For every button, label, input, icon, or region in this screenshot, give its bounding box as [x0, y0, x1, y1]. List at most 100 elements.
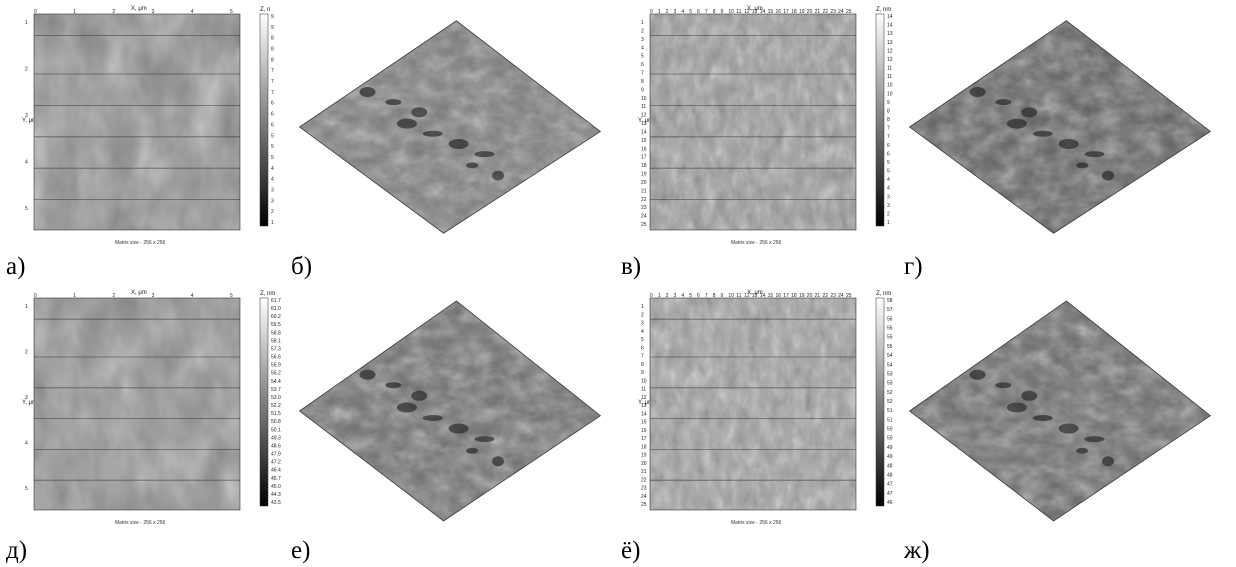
y-tick-label: 2 — [641, 28, 644, 34]
x-tick-label: 0 — [34, 293, 37, 299]
colorbar-tick-label: 48 — [887, 472, 893, 478]
map-frame — [649, 13, 857, 231]
afm-3d-svg — [298, 300, 602, 522]
surface-pit — [1032, 415, 1053, 422]
afm-3d-panel-g — [900, 14, 1220, 240]
colorbar-tick-label: 51.5 — [271, 411, 281, 417]
colorbar-tick-label: 51 — [887, 408, 893, 414]
y-tick-label: 15 — [641, 420, 647, 426]
afm-texture — [650, 14, 856, 230]
colorbar-tick-label: 8 — [271, 57, 274, 63]
colorbar-tick-label: 56 — [887, 326, 893, 332]
surface-outline — [298, 300, 602, 522]
panel-label-e: е) — [291, 537, 311, 564]
colorbar-tick-label: 7 — [271, 79, 274, 85]
y-tick-label: 1 — [641, 20, 644, 26]
surface-pit — [1165, 78, 1182, 85]
x-tick-label: 4 — [681, 9, 684, 15]
y-tick-label: 6 — [641, 62, 644, 68]
colorbar-tick-label: 52 — [887, 399, 893, 405]
colorbar-tick-label: 13 — [887, 40, 893, 46]
colorbar-tick-label: 53 — [887, 381, 893, 387]
colorbar-tick-label: 55.2 — [271, 371, 281, 377]
surface-pit — [396, 118, 417, 129]
afm-texture — [34, 298, 240, 510]
x-tick-label: 1 — [73, 9, 76, 15]
x-tick-label: 15 — [768, 293, 774, 299]
y-tick-label: 4 — [25, 159, 28, 165]
colorbar-tick-label: 1 — [271, 220, 274, 226]
surface-pit — [466, 162, 479, 169]
x-tick-label: 23 — [830, 9, 836, 15]
surface-pit — [555, 78, 572, 85]
surface-pit — [1153, 190, 1166, 201]
colorbar-tick-label: 13 — [887, 31, 893, 37]
y-tick-label: 18 — [641, 444, 647, 450]
y-tick-label: 8 — [641, 362, 644, 368]
colorbar-tick-label: 50 — [887, 427, 893, 433]
y-tick-label: 4 — [641, 45, 644, 51]
surface-pit — [995, 99, 1012, 106]
colorbar-tick-label: 54.4 — [271, 379, 281, 385]
y-tick-label: 12 — [641, 395, 647, 401]
colorbar-tick-label: 56.6 — [271, 355, 281, 361]
surface-pit — [1076, 162, 1089, 169]
y-tick-label: 19 — [641, 172, 647, 178]
afm-3d-svg — [908, 300, 1212, 522]
x-tick-label: 3 — [674, 9, 677, 15]
x-tick-label: 8 — [713, 9, 716, 15]
surface-pit — [422, 130, 443, 137]
colorbar-tick-label: 6 — [271, 101, 274, 107]
surface-pit — [385, 382, 402, 389]
surface-pit — [529, 66, 546, 77]
panel-label-v: в) — [621, 253, 642, 280]
x-tick-label: 3 — [152, 9, 155, 15]
colorbar — [259, 13, 269, 227]
afm-texture — [650, 298, 856, 510]
x-tick-label: 25 — [846, 9, 852, 15]
x-tick-label: 15 — [768, 9, 774, 15]
colorbar-tick-label: 5 — [271, 144, 274, 150]
x-tick-label: 19 — [799, 9, 805, 15]
y-tick-label: 20 — [641, 461, 647, 467]
colorbar-tick-label: 53.0 — [271, 395, 281, 401]
surface-pit — [1076, 447, 1089, 454]
afm-map-svg: X, μmY, μmZ, nm0 1 2 3 4 5 6 7 8 9 10 11 12 13 14 15 16 1… — [638, 6, 893, 246]
colorbar-tick-label: 8 — [887, 117, 890, 123]
y-tick-label: 23 — [641, 205, 647, 211]
y-tick-label: 18 — [641, 163, 647, 169]
colorbar — [875, 297, 885, 507]
y-tick-label: 1 — [641, 304, 644, 310]
x-tick-label: 4 — [191, 9, 194, 15]
colorbar-tick-label: 6 — [887, 143, 890, 149]
surface-pit — [1021, 107, 1038, 118]
panel-label-g: г) — [904, 253, 923, 280]
colorbar-tick-label: 5 — [887, 160, 890, 166]
colorbar-tick-label: 46.4 — [271, 468, 281, 474]
y-tick-label: 7 — [641, 354, 644, 360]
surface-pit — [555, 361, 572, 368]
y-tick-label: 16 — [641, 146, 647, 152]
y-tick-label: 17 — [641, 436, 647, 442]
colorbar-tick-label: 5 — [887, 169, 890, 175]
colorbar-tick-label: 61.7 — [271, 298, 281, 304]
x-tick-label: 6 — [697, 293, 700, 299]
x-tick-label: 9 — [721, 9, 724, 15]
y-tick-label: 8 — [641, 79, 644, 85]
surface-pit — [474, 151, 495, 158]
x-axis-title: X, μm — [747, 6, 763, 12]
x-tick-label: 2 — [666, 293, 669, 299]
x-tick-label: 5 — [230, 9, 233, 15]
colorbar-tick-label: 5 — [271, 133, 274, 139]
x-tick-label: 0 — [34, 9, 37, 15]
y-axis-title: Y, μm — [22, 118, 37, 124]
colorbar-tick-label: 11 — [887, 66, 892, 72]
matrix-size-caption: Matrix size - 256 x 256 — [115, 520, 166, 526]
matrix-size-caption: Matrix size - 256 x 256 — [731, 520, 782, 526]
x-tick-label: 6 — [697, 9, 700, 15]
colorbar-tick-label: 5 — [271, 155, 274, 161]
colorbar-tick-label: 50.1 — [271, 427, 281, 433]
y-tick-label: 19 — [641, 453, 647, 459]
surface-pit — [359, 86, 376, 97]
